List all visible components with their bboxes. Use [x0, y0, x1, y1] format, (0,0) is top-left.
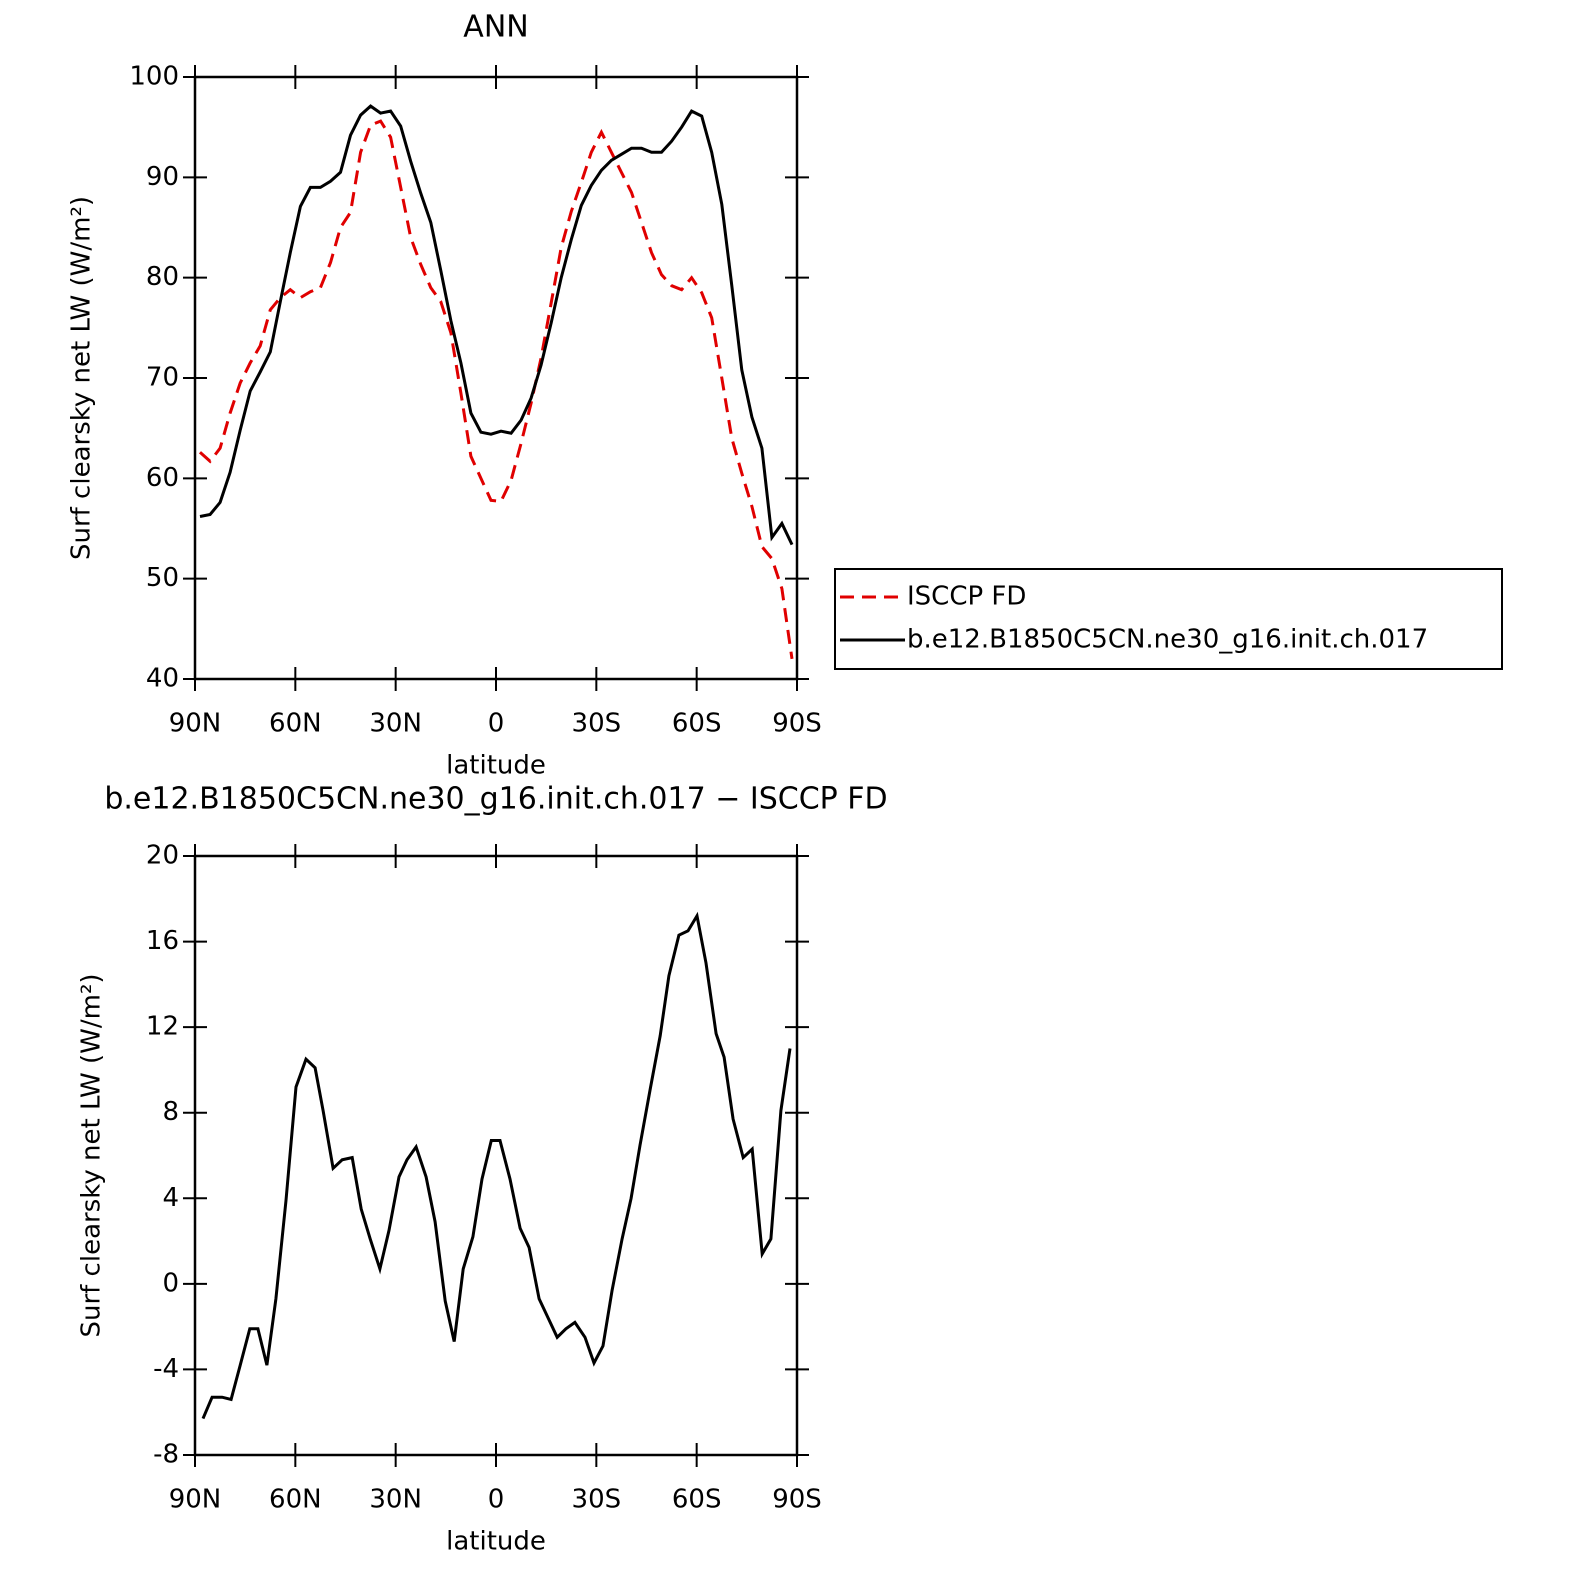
- x-tick-label: 60S: [672, 1485, 722, 1515]
- x-tick-label: 30S: [572, 1485, 622, 1515]
- y-tick-label: 12: [146, 1012, 179, 1042]
- x-tick-label: 0: [488, 1485, 505, 1515]
- x-tick-label: 90N: [169, 1485, 222, 1515]
- series-line: [198, 119, 794, 660]
- y-tick-label: 40: [146, 664, 179, 694]
- y-tick-label: 90: [146, 162, 179, 192]
- series-line: [201, 911, 792, 1420]
- y-tick-label: 16: [146, 926, 179, 956]
- x-tick-label: 60N: [269, 1485, 322, 1515]
- legend-label: ISCCP FD: [907, 582, 1026, 612]
- y-tick-label: 100: [129, 62, 179, 92]
- x-tick-label: 30N: [369, 709, 422, 739]
- y-axis-label: Surf clearsky net LW (W/m²): [77, 973, 107, 1337]
- y-tick-label: 0: [162, 1268, 179, 1298]
- legend-label: b.e12.B1850C5CN.ne30_g16.init.ch.017: [907, 625, 1428, 655]
- chart-title: b.e12.B1850C5CN.ne30_g16.init.ch.017 − I…: [104, 782, 887, 817]
- y-tick-label: 80: [146, 262, 179, 292]
- x-tick-label: 30S: [572, 709, 622, 739]
- y-axis-label: Surf clearsky net LW (W/m²): [67, 196, 97, 560]
- y-tick-label: 8: [162, 1097, 179, 1127]
- x-tick-label: 0: [488, 709, 505, 739]
- y-tick-label: -4: [153, 1354, 179, 1384]
- y-tick-label: -8: [153, 1440, 179, 1470]
- x-tick-label: 90N: [169, 709, 222, 739]
- plot-frame: [193, 75, 799, 681]
- x-tick-label: 30N: [369, 1485, 422, 1515]
- x-tick-label: 90S: [772, 709, 822, 739]
- y-tick-label: 60: [146, 463, 179, 493]
- x-tick-label: 90S: [772, 1485, 822, 1515]
- chart-title: ANN: [463, 10, 528, 45]
- x-tick-label: 60S: [672, 709, 722, 739]
- legend-box: [834, 568, 1503, 670]
- y-tick-label: 50: [146, 563, 179, 593]
- plot-frame: [193, 854, 799, 1457]
- y-tick-label: 4: [162, 1183, 179, 1213]
- y-tick-label: 20: [146, 841, 179, 871]
- series-line: [199, 104, 794, 546]
- x-axis-label: latitude: [446, 751, 546, 781]
- x-axis-label: latitude: [446, 1527, 546, 1557]
- x-tick-label: 60N: [269, 709, 322, 739]
- y-tick-label: 70: [146, 363, 179, 393]
